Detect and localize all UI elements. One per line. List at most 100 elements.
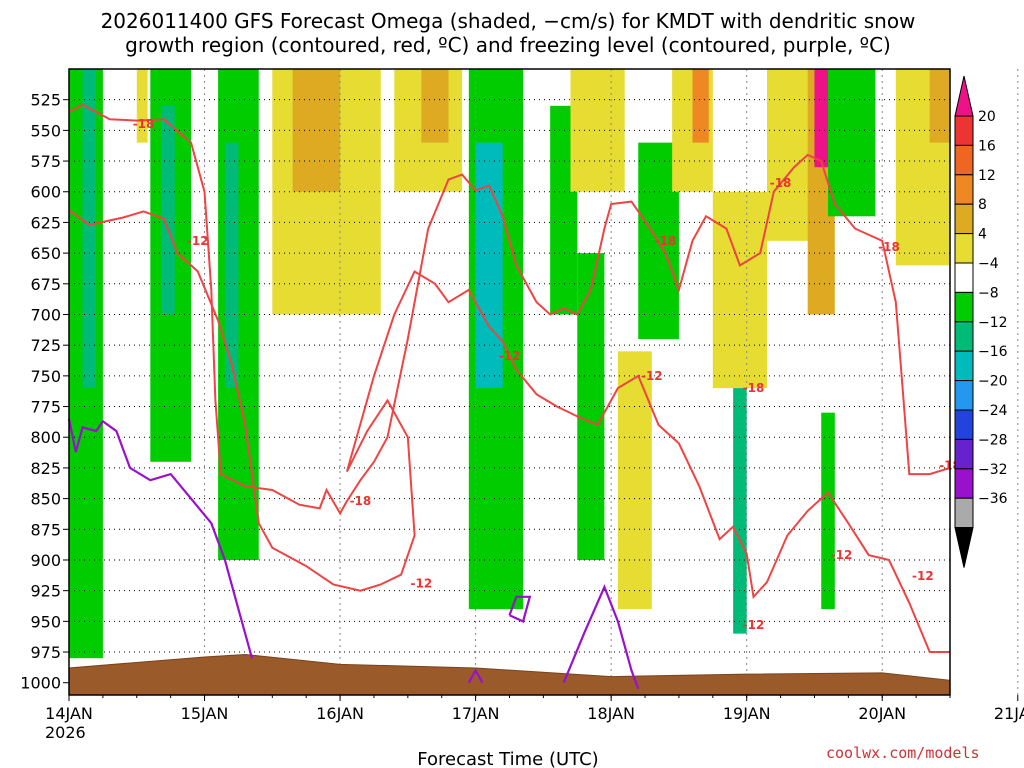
contour-label-layer: -18-12-18-12-12-18-12-18-18-12-12-18-12-… (133, 117, 961, 632)
y-tick-label: 550 (30, 121, 61, 140)
x-axis: 14JAN 15JAN 16JAN 17JAN 18JAN 19JAN 20JAN 21JAN (45, 695, 1024, 723)
omega-shade-cell (733, 388, 747, 634)
colorbar-swatch (954, 291, 974, 323)
colorbar-tick-label: −28 (978, 432, 1008, 448)
omega-shade-cell (292, 69, 341, 192)
contour-label: -12 (499, 349, 521, 363)
colorbar-swatch (954, 174, 974, 205)
colorbar-swatch (954, 497, 974, 529)
x-tick-label: 17JAN (452, 704, 500, 723)
x-tick-label: 19JAN (723, 704, 771, 723)
omega-shade-cell (161, 105, 175, 315)
y-tick-label: 700 (30, 305, 61, 324)
omega-shade-cell (692, 69, 709, 143)
x-tick-label: 16JAN (316, 704, 364, 723)
y-tick-label: 925 (30, 582, 61, 601)
y-tick-label: 950 (30, 612, 61, 631)
y-tick-label: 775 (30, 398, 61, 417)
colorbar-swatch (954, 203, 974, 235)
colorbar-tick-label: 12 (978, 168, 996, 184)
credit-text: coolwx.com/models (826, 744, 980, 762)
freezing-contour-line (67, 418, 254, 659)
omega-shade-cell (421, 69, 449, 143)
contour-label: -12 (411, 576, 433, 590)
omega-shade-cell (929, 69, 950, 143)
contour-label: -18 (878, 240, 900, 254)
omega-shade-cell (617, 351, 652, 610)
omega-shade-cell (475, 142, 503, 389)
contour-label: -12 (743, 618, 765, 632)
colorbar-swatch (954, 233, 974, 264)
x-axis-title: Forecast Time (UTC) (417, 749, 598, 768)
chart-title-line-2: growth region (contoured, red, ºC) and f… (125, 33, 891, 57)
y-tick-label: 675 (30, 275, 61, 294)
colorbar-tick-label: 16 (978, 138, 996, 154)
y-tick-label: 850 (30, 490, 61, 509)
colorbar: 20 16 12 8 4 −4 −8 −12 −16 −20 −24 −28 −32 −36 (954, 75, 1008, 568)
dgz-contour-layer (68, 103, 951, 653)
dgz-contour-line (68, 103, 951, 516)
colorbar-swatch (954, 321, 974, 352)
colorbar-tick-label: −12 (978, 315, 1008, 331)
y-tick-label: 875 (30, 520, 61, 539)
y-tick-label: 625 (30, 213, 61, 232)
colorbar-tick-label: 8 (978, 197, 987, 213)
colorbar-tick-label: −16 (978, 344, 1008, 360)
colorbar-tick-label: 4 (978, 227, 987, 243)
colorbar-swatch (954, 468, 974, 499)
omega-shade-cell (577, 253, 605, 560)
colorbar-tick-label: 20 (978, 109, 996, 125)
colorbar-swatch (954, 438, 974, 470)
x-tick-label: 20JAN (858, 704, 906, 723)
x-tick-label: 15JAN (181, 704, 229, 723)
freezing-contour-line (562, 584, 640, 690)
y-tick-label: 800 (30, 428, 61, 447)
contour-label: -18 (133, 117, 155, 131)
dgz-contour-line (68, 209, 950, 653)
colorbar-tick-label: −24 (978, 403, 1008, 419)
y-tick-label: 750 (30, 367, 61, 386)
chart-title-line-1: 2026011400 GFS Forecast Omega (shaded, −… (101, 9, 916, 33)
colorbar-swatch (954, 350, 974, 382)
y-tick-label: 825 (30, 459, 61, 478)
contour-label: -12 (831, 548, 853, 562)
colorbar-bottom-arrow (954, 527, 974, 568)
colorbar-swatch (954, 409, 974, 440)
omega-shade-cell (821, 412, 835, 610)
y-tick-label: 600 (30, 183, 61, 202)
y-tick-label: 725 (30, 336, 61, 355)
omega-shade-cell (570, 69, 625, 192)
omega-shade-cell (82, 69, 97, 389)
contour-label: -18 (655, 234, 677, 248)
y-tick-label: 525 (30, 91, 61, 110)
colorbar-tick-label: −20 (978, 374, 1008, 390)
freezing-contour-line (508, 595, 532, 623)
freezing-level-layer (67, 418, 640, 690)
omega-shading-layer (69, 69, 950, 659)
plot-area: -18-12-18-12-12-18-12-18-18-12-12-18-12-… (67, 68, 1019, 696)
colorbar-tick-label: −36 (978, 491, 1008, 507)
omega-shade-cell (814, 69, 829, 168)
colorbar-top-arrow (954, 75, 974, 117)
freezing-contour-line (467, 668, 484, 684)
y-tick-label: 975 (30, 643, 61, 662)
x-axis-year: 2026 (45, 723, 86, 742)
contour-label: -12 (912, 569, 934, 583)
contour-label: -18 (350, 494, 372, 508)
colorbar-tick-label: −8 (978, 285, 999, 301)
colorbar-swatch (954, 380, 974, 411)
y-tick-label: 900 (30, 551, 61, 570)
contour-label: -18 (743, 381, 765, 395)
y-axis: 525 550 575 600 625 650 675 700 725 750 775 800 825 8… (20, 91, 69, 693)
colorbar-swatch (954, 115, 974, 146)
colorbar-swatch (954, 144, 974, 176)
omega-shade-cell (136, 69, 148, 143)
x-tick-label: 21JAN (994, 704, 1024, 723)
y-tick-label: 1000 (20, 674, 61, 693)
y-tick-label: 650 (30, 244, 61, 263)
y-tick-label: 575 (30, 152, 61, 171)
colorbar-tick-label: −32 (978, 462, 1008, 478)
x-tick-label: 18JAN (587, 704, 635, 723)
contour-label: -12 (641, 369, 663, 383)
